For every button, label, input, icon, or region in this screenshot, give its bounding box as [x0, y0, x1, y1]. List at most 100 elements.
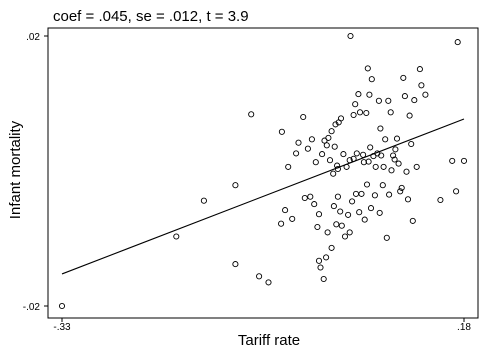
- data-point: [300, 113, 307, 121]
- data-point: [413, 163, 420, 170]
- data-point: [173, 233, 180, 240]
- data-point: [295, 139, 302, 146]
- data-point: [397, 188, 404, 195]
- data-point: [328, 244, 335, 251]
- data-point: [358, 190, 365, 197]
- data-point: [364, 65, 371, 72]
- data-point: [314, 223, 321, 231]
- data-point: [376, 209, 383, 216]
- data-point: [334, 193, 341, 200]
- data-point: [340, 151, 347, 158]
- data-point: [282, 207, 289, 214]
- data-point: [409, 217, 416, 224]
- data-point: [391, 156, 398, 163]
- data-point: [352, 190, 360, 197]
- data-point: [355, 91, 362, 98]
- data-point: [365, 158, 372, 165]
- data-point: [382, 136, 389, 143]
- data-point: [363, 109, 370, 117]
- data-points: [58, 32, 468, 310]
- data-point: [377, 125, 384, 132]
- data-point: [200, 197, 207, 204]
- data-point: [388, 167, 395, 174]
- data-point: [390, 152, 397, 159]
- data-point: [278, 220, 285, 227]
- y-axis-label: Infant mortality: [7, 120, 24, 219]
- y-tick-label: .02: [26, 32, 40, 43]
- data-point: [346, 229, 353, 236]
- data-point: [367, 205, 375, 212]
- data-point: [392, 146, 399, 153]
- data-point: [385, 97, 392, 104]
- data-point: [308, 136, 315, 143]
- data-point: [324, 229, 331, 236]
- data-point: [400, 74, 407, 81]
- fit-line: [61, 118, 465, 275]
- data-point: [285, 163, 292, 170]
- data-point: [356, 109, 364, 116]
- data-point: [416, 66, 423, 73]
- data-point: [366, 91, 373, 98]
- data-point: [454, 39, 461, 46]
- data-point: [338, 222, 345, 229]
- data-point: [403, 168, 410, 175]
- data-point: [312, 159, 319, 166]
- data-point: [325, 134, 332, 141]
- data-point: [379, 182, 386, 189]
- data-point: [332, 121, 339, 128]
- data-point: [341, 233, 349, 240]
- axis-ticks: [44, 35, 465, 322]
- data-point: [326, 157, 334, 164]
- chart-annotation: coef = .045, se = .012, t = 3.9: [53, 8, 249, 25]
- data-point: [395, 160, 402, 167]
- data-point: [330, 170, 337, 177]
- data-point: [349, 198, 356, 205]
- data-point: [363, 181, 371, 188]
- data-point: [371, 192, 378, 199]
- data-point: [422, 91, 429, 98]
- data-point: [449, 157, 456, 164]
- data-point: [398, 184, 405, 191]
- data-point: [375, 97, 382, 104]
- data-point: [367, 144, 374, 151]
- data-point: [307, 193, 314, 200]
- x-axis-label: Tariff rate: [238, 332, 300, 349]
- data-point: [323, 254, 330, 261]
- data-point: [408, 140, 415, 148]
- data-point: [248, 111, 255, 118]
- data-point: [393, 135, 401, 142]
- data-point: [360, 159, 367, 166]
- data-point: [232, 182, 239, 189]
- fit-line-layer: [61, 118, 465, 275]
- x-tick-label: -.33: [53, 322, 71, 333]
- data-point: [406, 112, 413, 119]
- data-point: [350, 111, 357, 119]
- data-point: [337, 208, 344, 215]
- data-point: [380, 163, 387, 170]
- data-point: [232, 261, 239, 268]
- data-point: [418, 82, 425, 89]
- data-point: [401, 93, 408, 100]
- data-point: [353, 150, 360, 157]
- data-point: [293, 150, 300, 157]
- data-point: [331, 143, 338, 150]
- data-point: [330, 203, 337, 210]
- data-point: [411, 97, 418, 104]
- data-point: [372, 163, 379, 170]
- data-point: [317, 264, 324, 271]
- data-point: [387, 109, 394, 116]
- data-point: [315, 211, 323, 218]
- x-tick-label: .18: [457, 322, 471, 333]
- data-point: [278, 128, 285, 135]
- data-point: [368, 76, 375, 83]
- data-point: [337, 115, 345, 122]
- data-point: [356, 209, 363, 216]
- data-point: [301, 194, 308, 202]
- data-point: [256, 273, 263, 280]
- plot-frame: [47, 27, 479, 319]
- data-point: [319, 151, 326, 158]
- y-tick-label: -.02: [23, 302, 41, 313]
- data-point: [460, 157, 468, 164]
- data-point: [289, 215, 296, 222]
